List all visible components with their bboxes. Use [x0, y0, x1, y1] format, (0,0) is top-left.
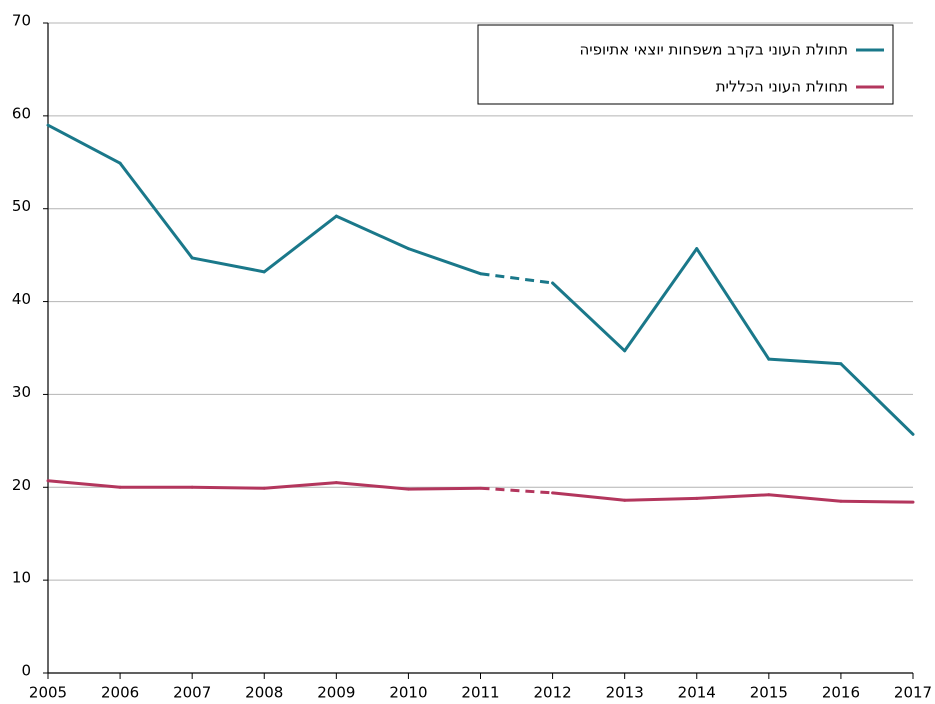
- line-segment: [46, 479, 122, 489]
- line-segment: [262, 214, 338, 274]
- x-tick-label: 2010: [389, 684, 427, 702]
- line-segment: [623, 496, 699, 502]
- legend-box: [477, 24, 894, 105]
- line-segment: [767, 357, 843, 366]
- line-segment: [480, 486, 553, 495]
- line-segment: [46, 123, 122, 165]
- x-tick-label: 2016: [822, 684, 860, 702]
- y-tick-label: 10: [12, 569, 31, 587]
- y-tick-label: 60: [12, 104, 31, 122]
- x-tick-label: 2007: [173, 684, 211, 702]
- line-segment: [334, 214, 410, 251]
- x-tick-label: 2015: [750, 684, 788, 702]
- y-tick-label: 40: [12, 290, 31, 308]
- x-tick-label: 2006: [101, 684, 139, 702]
- y-tick-label: 20: [12, 476, 31, 494]
- line-segment: [623, 247, 699, 353]
- y-tick-label: 50: [12, 197, 31, 215]
- line-segment: [551, 281, 627, 353]
- line-segment: [695, 247, 771, 361]
- line-segment: [839, 499, 915, 504]
- line-segment: [480, 272, 553, 285]
- line-segment: [190, 256, 266, 274]
- y-tick-label: 70: [12, 12, 31, 30]
- y-tick-label: 30: [12, 383, 31, 401]
- line-segment: [406, 247, 482, 276]
- x-tick-label: 2011: [461, 684, 499, 702]
- legend-label: תחולת העוני בקרב משפחות יוצאי אתיופיה: [579, 41, 848, 59]
- line-segment: [334, 481, 410, 491]
- y-tick-label: 0: [21, 662, 31, 680]
- x-tick-label: 2014: [678, 684, 716, 702]
- x-tick-label: 2017: [894, 684, 932, 702]
- legend-label: תחולת העוני הכללית: [716, 78, 848, 96]
- x-tick-label: 2013: [606, 684, 644, 702]
- x-tick-label: 2008: [245, 684, 283, 702]
- line-segment: [695, 493, 771, 500]
- line-segment: [551, 491, 627, 502]
- line-segment: [118, 161, 194, 260]
- line-segment: [190, 485, 266, 490]
- x-tick-label: 2012: [533, 684, 571, 702]
- line-segment: [839, 362, 915, 436]
- line-segment: [767, 493, 843, 503]
- line-segment: [406, 486, 482, 491]
- line-segment: [262, 481, 338, 490]
- x-tick-label: 2005: [29, 684, 67, 702]
- x-tick-label: 2009: [317, 684, 355, 702]
